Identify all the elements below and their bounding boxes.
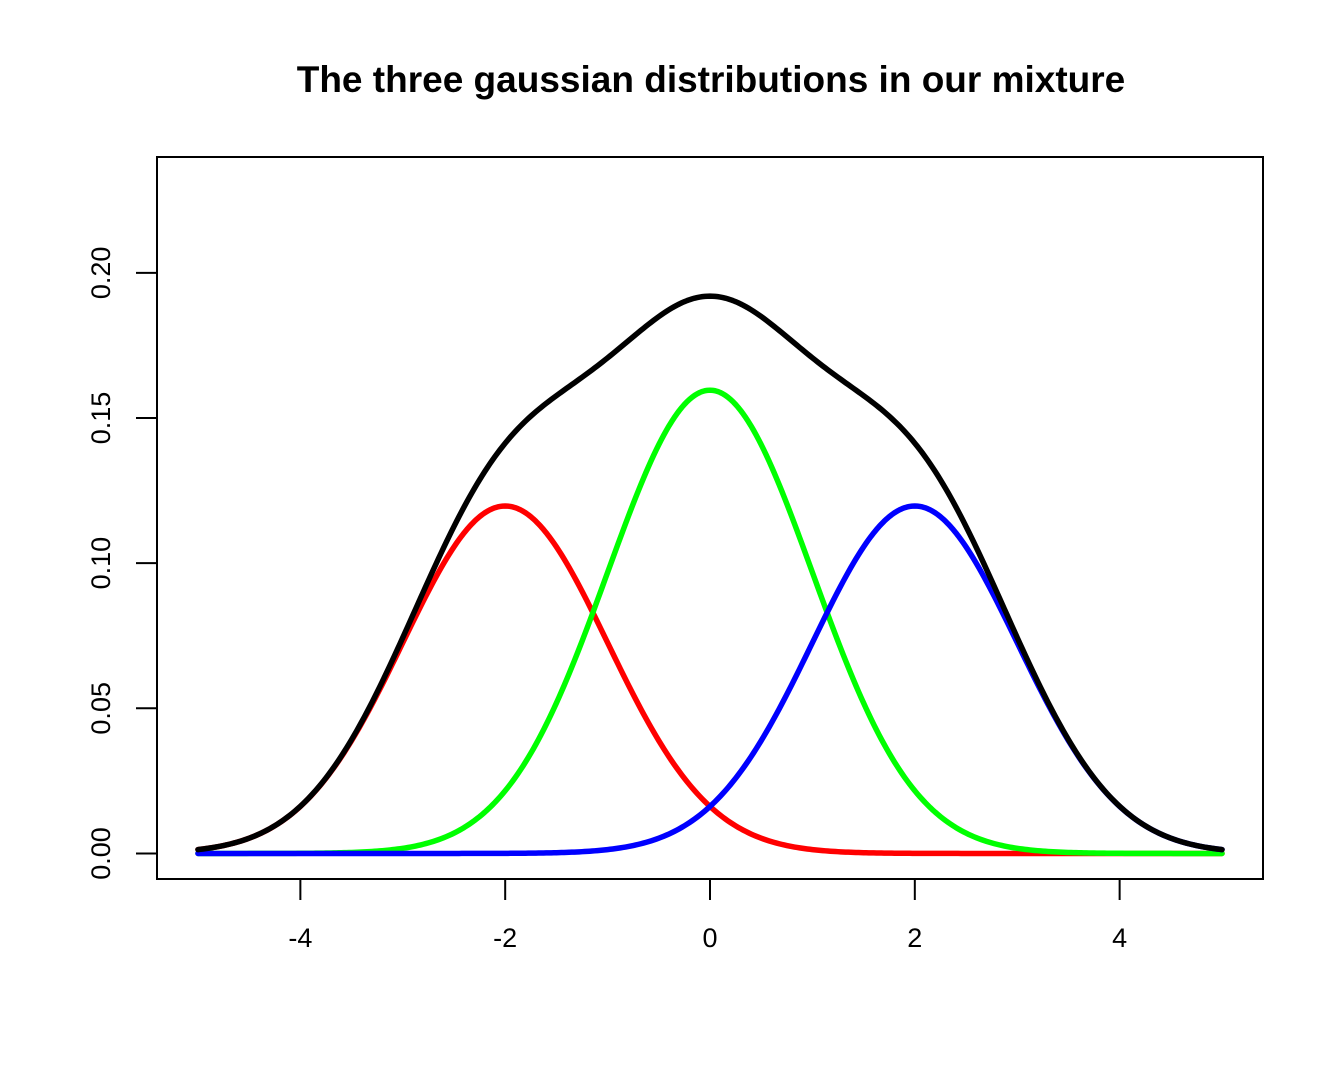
x-tick-label: 4 — [1112, 923, 1127, 953]
x-axis: -4 -2 0 2 4 — [288, 878, 1127, 953]
series-line-2 — [195, 387, 1225, 857]
series-line-4 — [195, 293, 1225, 853]
y-tick-label: 0.15 — [86, 392, 116, 445]
series-layer — [195, 293, 1225, 857]
x-tick-label: 2 — [907, 923, 922, 953]
x-tick-label: -4 — [288, 923, 312, 953]
series-line-3 — [195, 503, 1225, 857]
x-tick-label: -2 — [493, 923, 517, 953]
y-tick-label: 0.05 — [86, 682, 116, 735]
plot-area-frame — [156, 156, 1264, 880]
y-tick-label: 0.20 — [86, 247, 116, 300]
x-tick-label: 0 — [702, 923, 717, 953]
y-tick-label: 0.00 — [86, 827, 116, 880]
series-line-1 — [195, 503, 1225, 857]
chart-title: The three gaussian distributions in our … — [297, 59, 1126, 100]
y-axis: 0.00 0.05 0.10 0.15 0.20 — [86, 247, 158, 880]
y-tick-label: 0.10 — [86, 537, 116, 590]
